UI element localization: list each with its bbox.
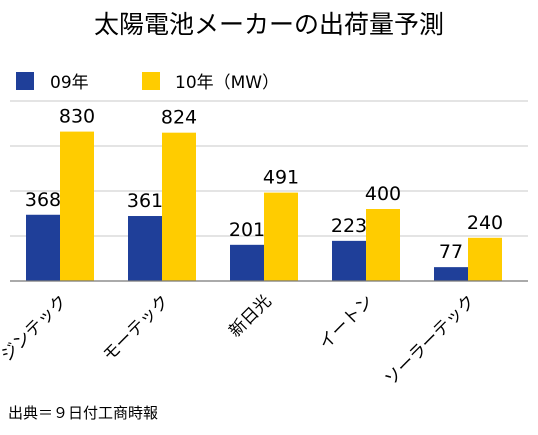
- category-label: モーテック: [99, 291, 173, 365]
- category-label: ソーラーテック: [381, 291, 479, 389]
- bar-series-0: [434, 267, 468, 281]
- data-label: 77: [439, 241, 463, 263]
- bar-series-1: [264, 192, 298, 281]
- category-label: ジンテック: [0, 291, 72, 365]
- bar-series-1: [366, 209, 400, 281]
- bar-series-0: [332, 240, 366, 281]
- data-label: 368: [25, 189, 61, 211]
- data-label: 830: [59, 106, 95, 128]
- bar-series-1: [468, 237, 502, 281]
- bar-series-0: [230, 244, 264, 281]
- bar-series-0: [26, 214, 60, 281]
- category-label: 新日光: [225, 291, 275, 341]
- data-label: 223: [331, 215, 367, 237]
- category-labels: ジンテック モーテック 新日光 イートン ソーラーテック: [0, 291, 480, 389]
- bar-series-1: [162, 132, 196, 281]
- legend-swatch-series-0: [16, 72, 34, 90]
- data-label: 240: [467, 212, 503, 234]
- data-label: 491: [263, 167, 299, 189]
- legend-swatch-series-1: [142, 72, 160, 90]
- bar-series-1: [60, 131, 94, 281]
- data-label: 824: [161, 107, 197, 129]
- category-label: イートン: [315, 291, 377, 353]
- data-label: 400: [365, 183, 401, 205]
- data-label: 361: [127, 190, 163, 212]
- legend-label-series-1: 10年（MW）: [175, 73, 279, 93]
- bar-series-0: [128, 216, 162, 281]
- legend-label-series-0: 09年: [50, 73, 89, 93]
- chart-title: 太陽電池メーカーの出荷量予測: [94, 10, 444, 39]
- data-label: 201: [229, 219, 265, 241]
- source-note: 出典＝９日付工商時報: [8, 404, 158, 422]
- legend: 09年 10年（MW）: [16, 72, 279, 93]
- bars: [26, 131, 502, 281]
